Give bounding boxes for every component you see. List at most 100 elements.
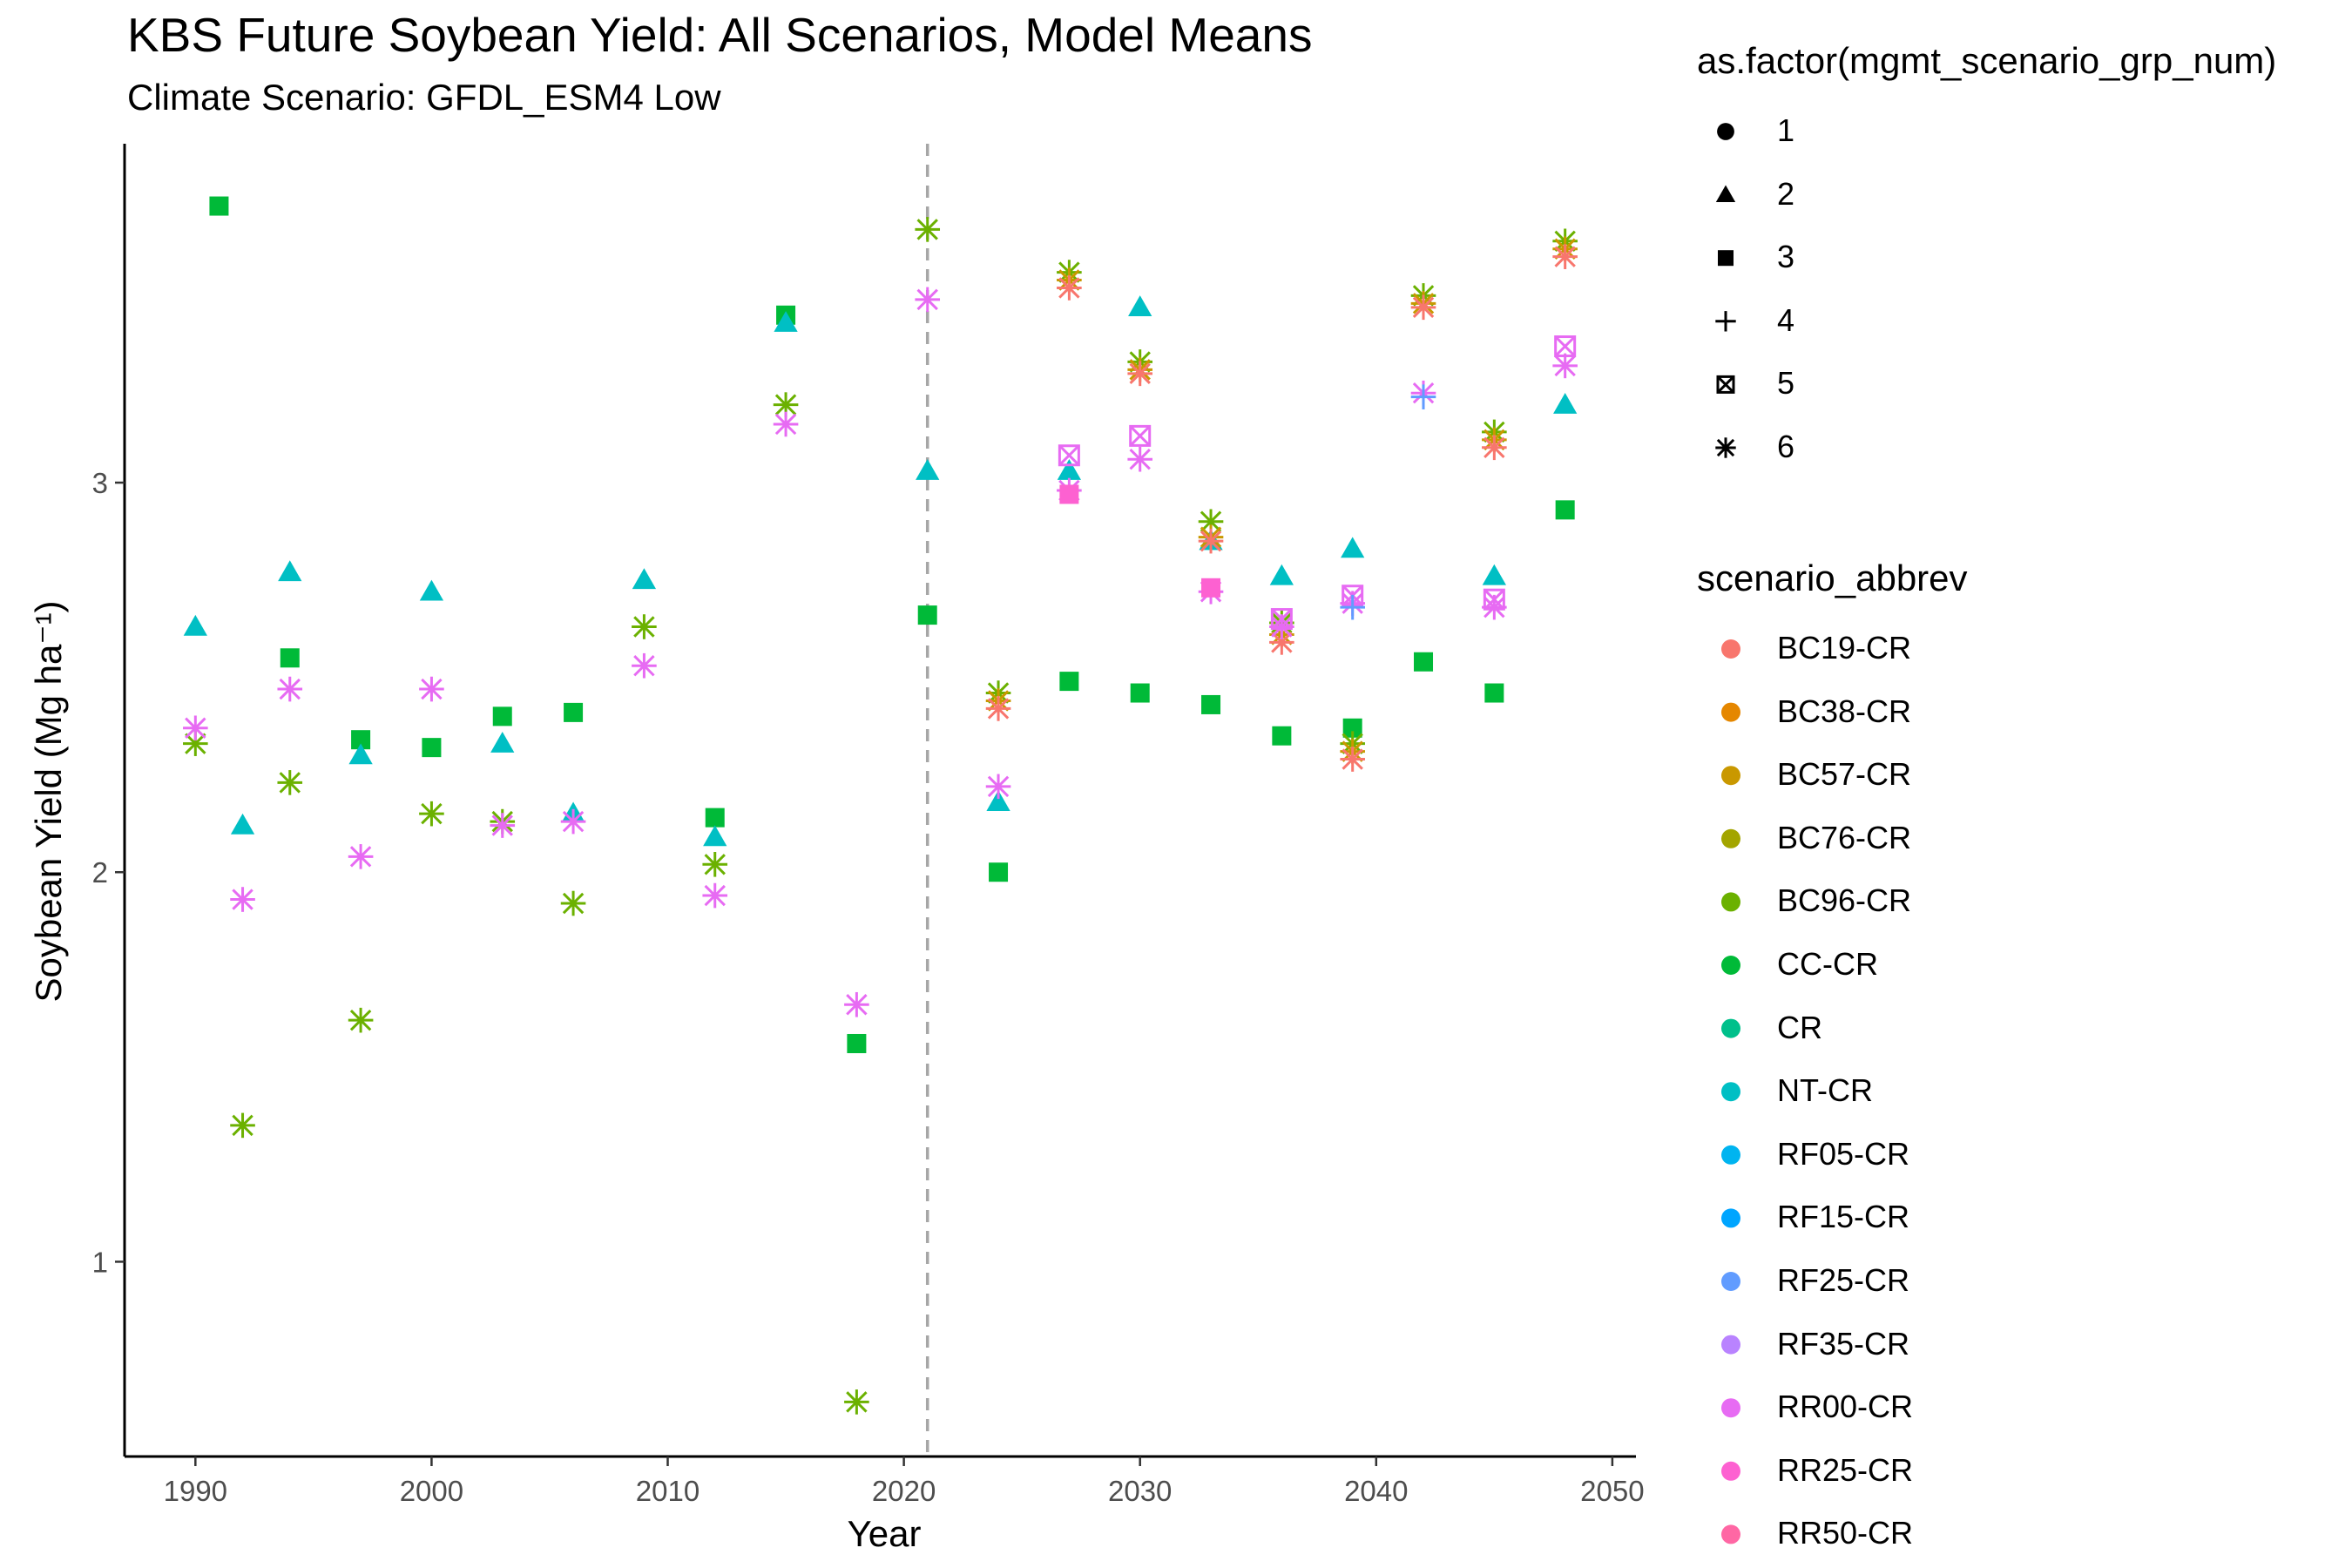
color-legend-label: RR00-CR: [1777, 1389, 1914, 1425]
data-point: [702, 882, 728, 909]
color-legend-key: [1721, 892, 1740, 912]
shape-legend-key: [1718, 250, 1734, 267]
color-legend-keys: [1721, 639, 1740, 1544]
color-legend-label: BC19-CR: [1777, 630, 1912, 666]
color-legend-label: RR50-CR: [1777, 1515, 1914, 1551]
shape-legend-key: [1715, 311, 1736, 332]
color-legend-key: [1721, 1018, 1740, 1038]
data-point: [1340, 594, 1365, 620]
data-point: [278, 560, 302, 582]
data-point: [1553, 392, 1578, 414]
color-legend-key: [1721, 1082, 1740, 1102]
data-point: [916, 458, 940, 480]
data-point: [632, 614, 657, 639]
x-tick-label: 2050: [1580, 1475, 1644, 1507]
shape-legend-label: 3: [1777, 239, 1795, 275]
color-legend-key: [1721, 1524, 1740, 1544]
data-point: [1130, 683, 1150, 703]
x-tick-label: 2030: [1108, 1475, 1172, 1507]
data-point: [560, 808, 586, 835]
data-point: [492, 706, 512, 727]
data-point: [985, 774, 1011, 800]
y-tick-label: 1: [92, 1246, 108, 1278]
data-point: [280, 648, 300, 668]
color-legend-label: RR25-CR: [1777, 1451, 1914, 1488]
color-legend-label: BC57-CR: [1777, 756, 1912, 793]
color-legend-key: [1721, 1398, 1740, 1418]
data-point: [560, 890, 586, 916]
y-tick-label: 3: [92, 467, 108, 499]
x-tick-label: 1990: [164, 1475, 227, 1507]
data-point: [1410, 384, 1436, 409]
shape-legend-label: 4: [1777, 301, 1795, 338]
data-point: [774, 311, 798, 332]
color-legend-label: RF05-CR: [1777, 1135, 1910, 1172]
data-point: [1127, 446, 1153, 472]
shape-legend-key: [1715, 185, 1736, 202]
data-point: [277, 770, 303, 795]
data-point: [183, 715, 208, 741]
data-point: [915, 287, 941, 313]
data-point: [1059, 672, 1079, 692]
data-point: [277, 676, 303, 702]
data-point: [490, 813, 516, 838]
data-point: [1059, 484, 1079, 504]
data-point: [1129, 424, 1152, 447]
data-point: [348, 1007, 374, 1033]
color-legend-key: [1721, 639, 1740, 659]
color-legend-label: RF35-CR: [1777, 1325, 1910, 1362]
data-point: [1483, 588, 1505, 611]
data-point: [1414, 652, 1434, 672]
data-point: [915, 217, 941, 242]
data-point: [348, 844, 374, 869]
data-point: [419, 801, 444, 827]
data-point: [1201, 578, 1221, 598]
color-legend-label: RF25-CR: [1777, 1262, 1910, 1298]
data-point: [1340, 747, 1365, 772]
data-point: [844, 1389, 869, 1415]
data-point: [490, 732, 515, 753]
data-point: [917, 605, 937, 625]
data-point: [183, 614, 207, 636]
data-point: [230, 813, 255, 835]
shape-legend-label: 1: [1777, 112, 1795, 148]
data-point: [183, 731, 208, 756]
data-point: [1269, 564, 1294, 585]
data-point: [705, 808, 725, 828]
shape-legend-key: [1716, 375, 1735, 394]
color-legend-label: CC-CR: [1777, 946, 1878, 982]
data-point: [1342, 718, 1362, 738]
color-legend-title: scenario_abbrev: [1697, 558, 1968, 598]
data-point: [703, 825, 727, 847]
data-point: [230, 887, 255, 912]
data-point: [632, 568, 657, 590]
color-legend-label: CR: [1777, 1009, 1822, 1045]
shape-legend-label: 5: [1777, 365, 1795, 402]
data-point: [985, 696, 1011, 721]
shape-legend-key: [1717, 123, 1734, 140]
data-point: [1482, 564, 1506, 585]
data-point: [209, 196, 229, 216]
color-legend-key: [1721, 702, 1740, 722]
color-legend-key: [1721, 956, 1740, 975]
data-point: [1341, 537, 1365, 558]
data-point: [348, 743, 373, 765]
data-point: [773, 411, 799, 437]
data-point: [1201, 694, 1221, 714]
data-point: [986, 790, 1010, 811]
color-legend-label: BC38-CR: [1777, 693, 1912, 729]
x-tick-label: 2010: [636, 1475, 700, 1507]
data-point: [564, 702, 584, 722]
color-legend-key: [1721, 1461, 1740, 1481]
data-point: [1057, 458, 1082, 480]
shape-legend-keys: [1715, 123, 1736, 458]
color-legend-label: RF15-CR: [1777, 1199, 1910, 1235]
color-legend-label: BC96-CR: [1777, 882, 1912, 919]
shape-legend-label: 6: [1777, 429, 1795, 464]
data-point: [1198, 528, 1224, 554]
color-legend-label: NT-CR: [1777, 1072, 1873, 1109]
data-point: [702, 851, 728, 877]
color-legend-label: BC76-CR: [1777, 819, 1912, 855]
color-legend-key: [1721, 1208, 1740, 1228]
